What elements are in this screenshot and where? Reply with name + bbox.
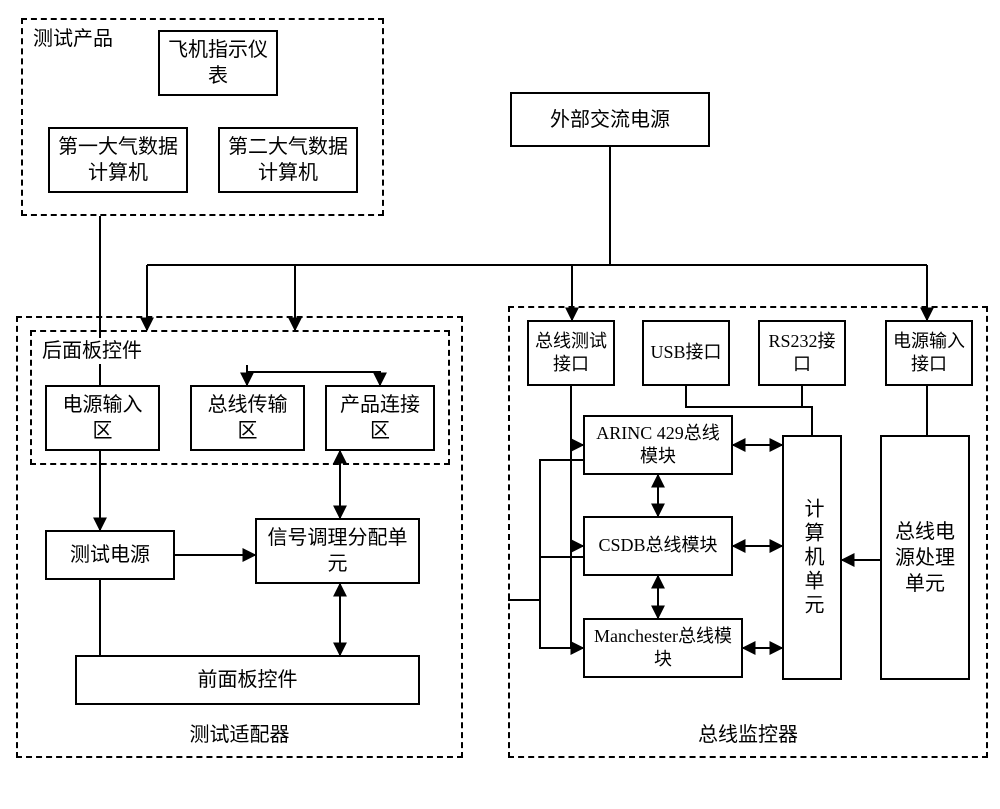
power-input-zone-box: 电源输入区 [45, 385, 160, 451]
atm-comp-1-label: 第一大气数据计算机 [57, 134, 179, 186]
test-product-group-label: 测试产品 [31, 26, 115, 52]
manchester-box: Manchester总线模块 [583, 618, 743, 678]
signal-cond-unit-label: 信号调理分配单元 [265, 525, 410, 577]
arinc429-label: ARINC 429总线模块 [591, 422, 725, 469]
rs232-if-box: RS232接口 [758, 320, 846, 386]
front-panel-ctrl-box: 前面板控件 [75, 655, 420, 705]
csdb-label: CSDB总线模块 [598, 534, 717, 557]
test-adapter-group-label: 测试适配器 [188, 722, 292, 748]
manchester-label: Manchester总线模块 [591, 625, 735, 672]
usb-if-box: USB接口 [642, 320, 730, 386]
product-conn-zone-label: 产品连接区 [332, 392, 427, 444]
aircraft-indicator-label: 飞机指示仪表 [166, 37, 270, 89]
rs232-if-label: RS232接口 [764, 330, 840, 377]
bus-power-unit-box: 总线电源处理单元 [880, 435, 970, 680]
signal-cond-unit-box: 信号调理分配单元 [255, 518, 420, 584]
computer-unit-label: 计算机单元 [799, 498, 825, 618]
csdb-box: CSDB总线模块 [583, 516, 733, 576]
back-panel-group-label: 后面板控件 [40, 338, 144, 364]
front-panel-ctrl-label: 前面板控件 [198, 667, 298, 693]
atm-comp-2-label: 第二大气数据计算机 [227, 134, 349, 186]
atm-comp-2-box: 第二大气数据计算机 [218, 127, 358, 193]
bus-transfer-zone-label: 总线传输区 [198, 392, 298, 444]
ext-ac-power-label: 外部交流电源 [550, 107, 670, 133]
arinc429-box: ARINC 429总线模块 [583, 415, 733, 475]
test-power-box: 测试电源 [45, 530, 175, 580]
bus-transfer-zone-box: 总线传输区 [190, 385, 305, 451]
test-power-label: 测试电源 [70, 542, 150, 568]
aircraft-indicator-box: 飞机指示仪表 [158, 30, 278, 96]
ext-ac-power-box: 外部交流电源 [510, 92, 710, 147]
power-in-if-box: 电源输入接口 [885, 320, 973, 386]
product-conn-zone-box: 产品连接区 [325, 385, 435, 451]
diagram-canvas: 测试产品 飞机指示仪表 第一大气数据计算机 第二大气数据计算机 外部交流电源 测… [0, 0, 1000, 809]
bus-monitor-group-label: 总线监控器 [696, 722, 800, 748]
atm-comp-1-box: 第一大气数据计算机 [48, 127, 188, 193]
usb-if-label: USB接口 [650, 341, 721, 364]
computer-unit-box: 计算机单元 [782, 435, 842, 680]
bus-test-if-label: 总线测试接口 [533, 330, 609, 377]
power-in-if-label: 电源输入接口 [891, 330, 967, 377]
bus-test-if-box: 总线测试接口 [527, 320, 615, 386]
power-input-zone-label: 电源输入区 [53, 392, 153, 444]
bus-power-unit-label: 总线电源处理单元 [891, 519, 960, 597]
